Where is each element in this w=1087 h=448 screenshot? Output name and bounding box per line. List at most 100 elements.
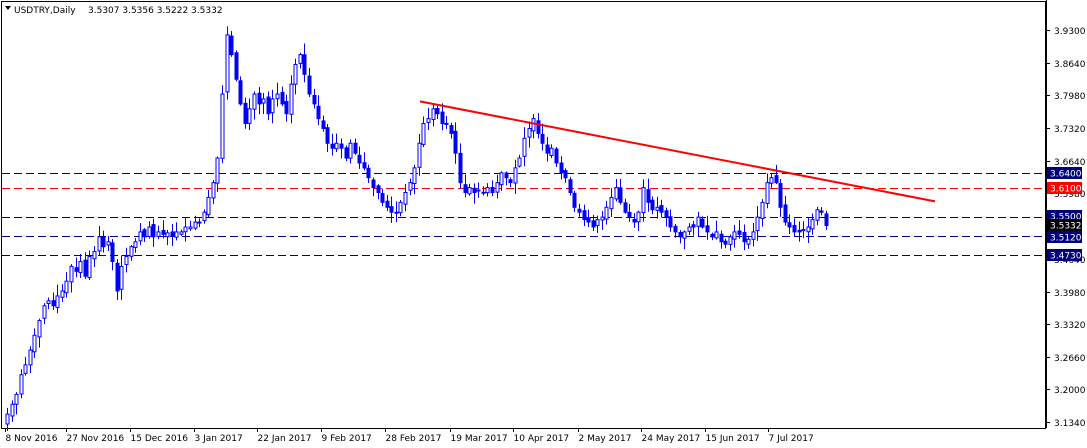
- x-tick-label: 15 Jun 2017: [706, 434, 760, 444]
- triangle-down-icon[interactable]: [5, 6, 11, 10]
- candle: [366, 164, 371, 184]
- candle: [769, 173, 774, 188]
- x-tick-label: 15 Dec 2016: [131, 434, 189, 444]
- candle: [426, 107, 431, 131]
- candle-body-up: [682, 231, 687, 239]
- candle-body-down: [83, 259, 88, 277]
- candle-body-up: [485, 187, 490, 194]
- candle: [197, 218, 202, 228]
- candle: [646, 178, 651, 212]
- candle: [129, 244, 134, 261]
- candle-body-up: [188, 226, 193, 230]
- candle-body-down: [691, 224, 696, 228]
- candle-body-up: [220, 93, 225, 159]
- candle-body-up: [334, 142, 339, 150]
- candle: [234, 50, 239, 82]
- candle: [586, 209, 591, 228]
- candle-body-up: [179, 231, 184, 235]
- candle-body-down: [362, 162, 367, 169]
- candle: [138, 223, 143, 245]
- candle: [545, 136, 550, 162]
- candle-body-down: [330, 143, 335, 149]
- chart-title[interactable]: USDTRY,Daily 3.5307 3.5356 3.5222 3.5332: [5, 6, 223, 16]
- candle: [783, 195, 788, 226]
- candle: [206, 189, 211, 217]
- candle-body-up: [174, 231, 179, 238]
- candle-body-up: [431, 108, 436, 120]
- candle-body-down: [142, 229, 147, 238]
- candle: [42, 303, 47, 325]
- candle-body-down: [74, 267, 79, 272]
- candle-body-down: [705, 225, 710, 233]
- candle-body-up: [215, 157, 220, 184]
- candle: [316, 95, 321, 126]
- candle-body-up: [19, 374, 24, 395]
- candle: [417, 134, 422, 176]
- candle: [682, 230, 687, 250]
- candle-body-down: [646, 189, 651, 203]
- candle-body-down: [371, 179, 376, 189]
- candle-body-up: [206, 196, 211, 216]
- candle-body-down: [563, 170, 568, 179]
- candle: [183, 217, 188, 242]
- candle: [806, 217, 811, 243]
- candle-body-down: [234, 52, 239, 80]
- candle: [284, 94, 289, 122]
- candle-body-up: [197, 221, 202, 224]
- candle-body-up: [261, 98, 266, 104]
- candle: [293, 58, 298, 95]
- candle-body-down: [170, 231, 175, 237]
- candle: [211, 180, 216, 205]
- candle-body-down: [435, 107, 440, 115]
- candle: [577, 203, 582, 217]
- candle-body-up: [119, 265, 124, 290]
- candle-body-down: [568, 179, 573, 194]
- candle: [280, 86, 285, 107]
- x-tick-label: 27 Nov 2016: [67, 434, 125, 444]
- candle: [193, 215, 198, 231]
- candle: [87, 250, 92, 280]
- current-price-badge: 3.5332: [1047, 219, 1082, 232]
- candle: [46, 297, 51, 310]
- candle: [124, 247, 129, 273]
- candle: [659, 199, 664, 218]
- candle: [261, 92, 266, 114]
- candle-body-up: [403, 192, 408, 205]
- candle: [719, 230, 724, 249]
- candle-body-down: [161, 229, 166, 235]
- candle: [101, 230, 106, 253]
- y-tick-label: 3.7320: [1054, 125, 1086, 135]
- candle-body-up: [275, 93, 280, 100]
- candle-body-down: [353, 142, 358, 154]
- candle-body-up: [87, 256, 92, 279]
- candle: [472, 183, 477, 204]
- candle-body-up: [417, 142, 422, 168]
- candle-body-up: [398, 201, 403, 214]
- candle: [431, 104, 436, 127]
- candle-body-down: [440, 111, 445, 125]
- trendline-layer: [419, 100, 936, 203]
- price-badge-3.5120: 3.5120: [1047, 231, 1082, 244]
- candle: [115, 259, 120, 301]
- candle-body-up: [604, 206, 609, 220]
- candle-body-down: [238, 80, 243, 105]
- resistance-trendline[interactable]: [419, 100, 936, 203]
- y-tick-label: 3.9300: [1054, 27, 1086, 37]
- candle: [371, 177, 376, 197]
- candle: [440, 103, 445, 131]
- x-tick-label: 19 Mar 2017: [451, 434, 508, 444]
- candle: [179, 229, 184, 236]
- candle-body-down: [284, 101, 289, 115]
- chart-ohlc: 3.5307 3.5356 3.5222 3.5332: [88, 6, 223, 16]
- candle-body-up: [549, 147, 554, 157]
- candle: [664, 207, 669, 227]
- x-tick-label: 24 May 2017: [642, 434, 701, 444]
- candle-body-up: [37, 320, 42, 338]
- candle: [751, 222, 756, 247]
- candle-body-up: [765, 182, 770, 204]
- candle-body-down: [481, 191, 486, 194]
- candle: [563, 168, 568, 183]
- y-tick-label: 3.2660: [1054, 354, 1086, 364]
- candle-body-up: [687, 226, 692, 232]
- x-tick-label: 9 Feb 2017: [322, 434, 372, 444]
